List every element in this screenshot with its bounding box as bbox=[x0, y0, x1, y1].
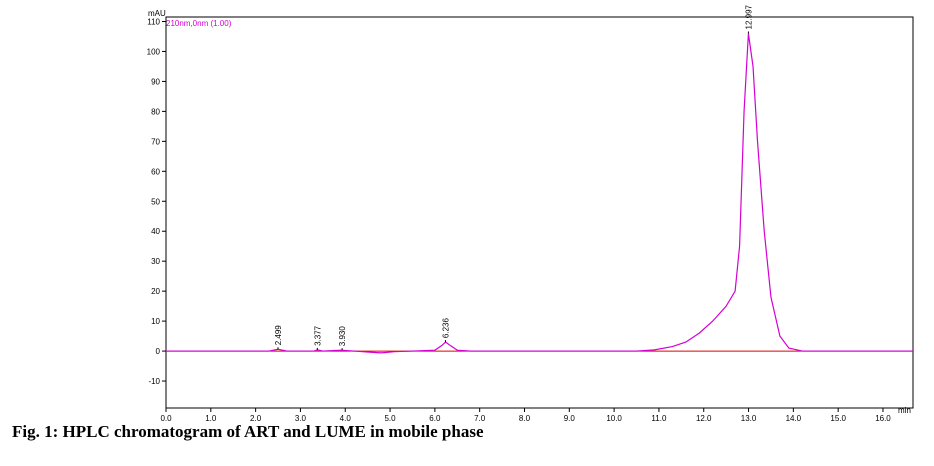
x-tick-label: 9.0 bbox=[564, 414, 576, 423]
y-tick-label: 10 bbox=[151, 317, 160, 326]
peak-label: 3.377 bbox=[313, 325, 322, 346]
y-tick-label: 40 bbox=[151, 227, 160, 236]
caption: Fig. 1: HPLC chromatogram of ART and LUM… bbox=[12, 422, 484, 441]
y-tick-label: 20 bbox=[151, 287, 160, 296]
x-tick-label: 8.0 bbox=[519, 414, 531, 423]
trace bbox=[166, 33, 913, 354]
x-tick-label: 2.0 bbox=[250, 414, 262, 423]
x-tick-label: 4.0 bbox=[340, 414, 352, 423]
peak-label: 3.930 bbox=[338, 326, 347, 347]
y-tick-label: 30 bbox=[151, 257, 160, 266]
y-tick-label: 0 bbox=[156, 347, 161, 356]
peak-label: 12.997 bbox=[744, 4, 753, 29]
x-tick-label: 10.0 bbox=[606, 414, 622, 423]
y-tick-label: 70 bbox=[151, 137, 160, 146]
x-tick-label: 15.0 bbox=[830, 414, 846, 423]
x-tick-label: 12.0 bbox=[696, 414, 712, 423]
x-tick-label: 11.0 bbox=[651, 414, 667, 423]
y-tick-label: -10 bbox=[148, 377, 160, 386]
plot-frame bbox=[165, 16, 914, 409]
x-tick-label: 6.0 bbox=[429, 414, 441, 423]
x-axis-label: min bbox=[898, 406, 911, 415]
x-tick-label: 5.0 bbox=[384, 414, 396, 423]
y-tick-label: 110 bbox=[147, 17, 160, 26]
peak-label: 6.236 bbox=[441, 318, 450, 339]
y-axis-label: mAU bbox=[148, 9, 166, 18]
channel-label: 210nm,0nm (1.00) bbox=[166, 19, 232, 28]
x-tick-label: 13.0 bbox=[741, 414, 757, 423]
x-tick-label: 14.0 bbox=[786, 414, 802, 423]
y-tick-label: 60 bbox=[151, 167, 160, 176]
x-tick-label: 0.0 bbox=[160, 414, 172, 423]
y-tick-label: 90 bbox=[151, 77, 160, 86]
x-tick-label: 1.0 bbox=[205, 414, 217, 423]
y-tick-label: 100 bbox=[147, 47, 161, 56]
x-tick-label: 16.0 bbox=[875, 414, 891, 423]
x-tick-label: 7.0 bbox=[474, 414, 486, 423]
y-tick-label: 80 bbox=[151, 107, 160, 116]
y-tick-label: 50 bbox=[151, 197, 160, 206]
peak-label: 2.499 bbox=[274, 325, 283, 346]
x-tick-label: 3.0 bbox=[295, 414, 307, 423]
